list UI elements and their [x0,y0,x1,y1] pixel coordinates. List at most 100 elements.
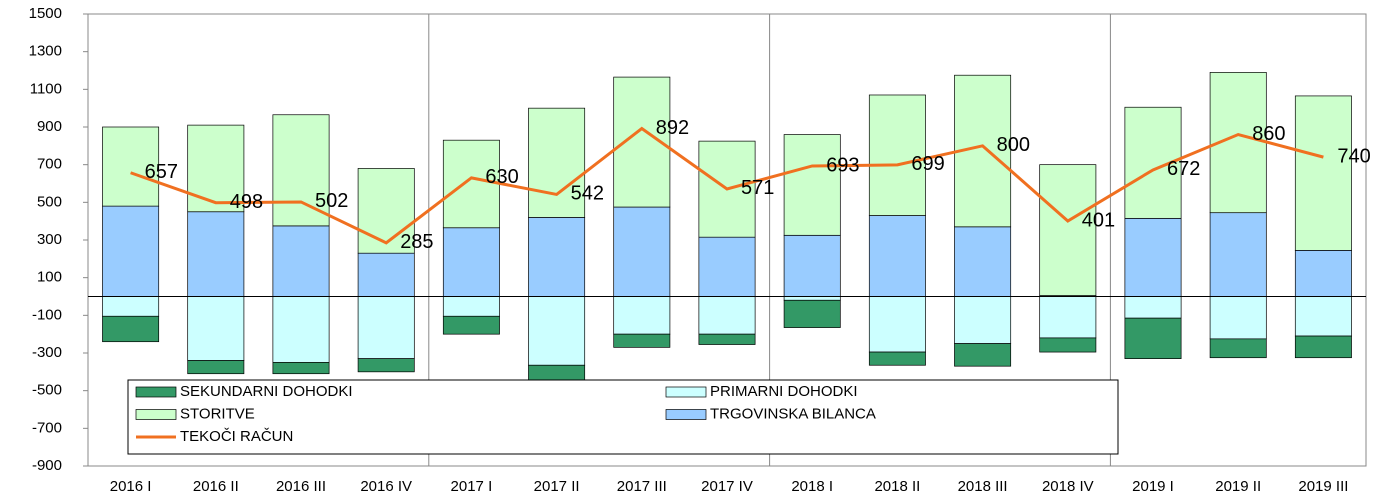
bar-segment [954,226,1012,297]
x-tick-label: 2017 IV [701,478,753,495]
bar-segment [783,296,841,301]
y-tick-label: 900 [37,118,62,135]
bar-segment [1294,335,1352,359]
bar-segment [272,114,330,227]
bar-segment [187,211,245,297]
bar-segment [1039,296,1097,339]
bar-segment [528,107,586,218]
data-label: 693 [826,154,859,176]
legend-swatch [665,409,707,420]
bar-segment [357,358,415,373]
bar-segment [1124,317,1182,359]
bar-segment [442,315,500,335]
x-tick-label: 2018 II [874,478,920,495]
y-tick-label: -700 [32,419,62,436]
x-tick-label: 2017 II [534,478,580,495]
legend-swatch [135,409,177,420]
bar-segment [868,94,926,216]
bar-segment [357,168,415,254]
data-label: 740 [1337,145,1370,167]
legend-swatch [135,386,177,398]
bar-segment [357,252,415,297]
data-label: 892 [656,117,689,139]
bar-segment [357,296,415,360]
bar-segment [1124,217,1182,297]
y-tick-label: 100 [37,269,62,286]
data-label: 571 [741,177,774,199]
bar-segment [1209,212,1267,297]
bar-segment [954,343,1012,367]
bar-segment [1039,337,1097,353]
x-tick-label: 2018 I [791,478,833,495]
x-tick-label: 2019 I [1132,478,1174,495]
bar-segment [1209,338,1267,359]
y-tick-label: 300 [37,231,62,248]
bar-segment [1209,296,1267,340]
bar-segment [613,206,671,297]
legend-label: TRGOVINSKA BILANCA [710,405,876,422]
bar-segment [528,217,586,297]
bar-segment [272,362,330,375]
bar-segment [272,225,330,297]
bar-segment [528,364,586,382]
bar-segment [528,296,586,366]
x-tick-label: 2017 III [617,478,667,495]
bar-segment [442,296,500,317]
data-label: 502 [315,190,348,212]
data-label: 630 [485,166,518,188]
bar-segment [1124,296,1182,319]
legend-label: PRIMARNI DOHODKI [710,383,858,400]
y-tick-label: 500 [37,193,62,210]
y-tick-label: 1500 [29,5,62,22]
data-label: 672 [1167,158,1200,180]
legend-label: SEKUNDARNI DOHODKI [180,383,353,400]
bar-segment [783,299,841,328]
line-series [130,126,1324,245]
y-tick-label: -900 [32,457,62,474]
bar-segment [1294,296,1352,337]
x-tick-label: 2019 III [1298,478,1348,495]
data-label: 542 [571,183,604,205]
bar-segment [783,234,841,297]
data-label: 800 [997,134,1030,156]
bar-segment [613,296,671,335]
bar-segment [954,296,1012,344]
bar-segment [613,333,671,348]
bar-segment [102,315,160,343]
bar-segment [698,296,756,335]
data-label: 699 [911,153,944,175]
y-tick-label: -100 [32,306,62,323]
bar-segment [698,333,756,345]
x-tick-label: 2016 I [110,478,152,495]
x-tick-label: 2016 III [276,478,326,495]
bar-segment [783,134,841,236]
bar-segment [442,139,500,229]
bar-segment [102,296,160,317]
bar-segment [187,296,245,361]
bar-segment [272,296,330,363]
bar-segment [1294,95,1352,251]
data-label: 498 [230,191,263,213]
y-tick-label: -500 [32,382,62,399]
bar-segment [1039,164,1097,296]
bar-segment [102,205,160,297]
legend-label: STORITVE [180,405,255,422]
x-tick-label: 2016 II [193,478,239,495]
bar-segment [102,126,160,207]
bar-segment [868,215,926,297]
legend-swatch [665,386,707,398]
bar-segment [698,236,756,297]
x-tick-label: 2016 IV [360,478,412,495]
y-tick-label: 1100 [30,80,62,97]
bar-segment [868,296,926,353]
y-tick-label: 700 [37,156,62,173]
bar-segment [1294,250,1352,297]
legend [127,379,1119,455]
y-tick-label: -300 [32,344,62,361]
x-tick-label: 2018 IV [1042,478,1094,495]
bar-segment [868,351,926,366]
bar-segment [187,360,245,375]
bar-segment [442,227,500,297]
data-label: 401 [1082,209,1115,231]
